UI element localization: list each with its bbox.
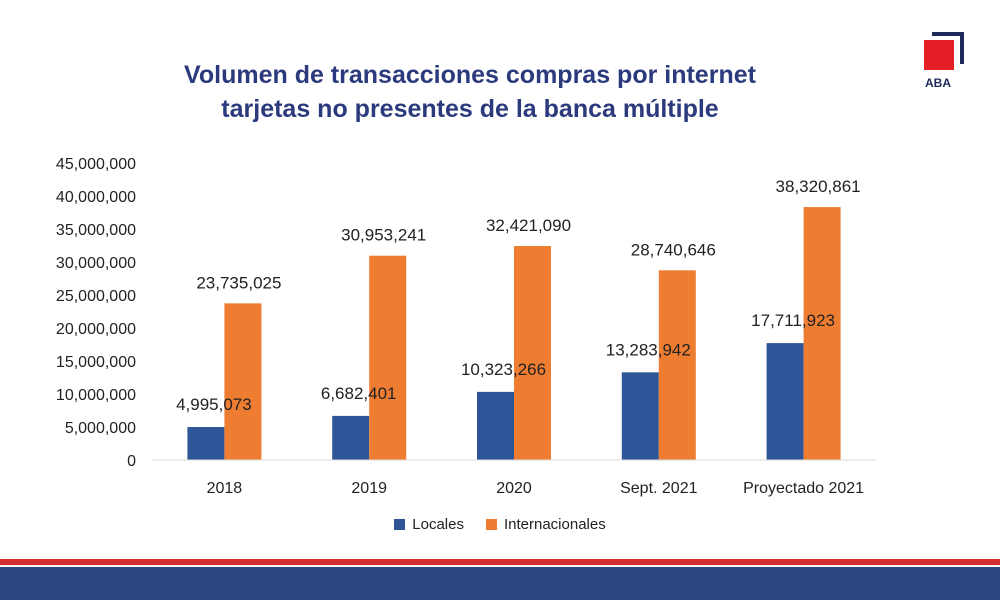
y-tick-label: 35,000,000 bbox=[56, 222, 136, 239]
bar-locales bbox=[332, 415, 370, 460]
x-tick-label: Proyectado 2021 bbox=[743, 480, 864, 497]
bar-internacionales bbox=[369, 255, 407, 460]
legend-swatch-internacionales bbox=[485, 519, 497, 530]
legend-item-internacionales: Internacionales bbox=[485, 516, 606, 533]
chart-title-line-1: Volumen de transacciones compras por int… bbox=[184, 61, 756, 89]
x-tick-label: 2019 bbox=[351, 480, 387, 497]
legend-swatch-locales bbox=[394, 519, 406, 530]
aba-logo-icon bbox=[924, 32, 964, 70]
x-tick-label: 2018 bbox=[207, 480, 243, 497]
data-label-locales: 4,995,073 bbox=[176, 395, 252, 414]
legend-label-internacionales: Internacionales bbox=[503, 516, 606, 533]
data-label-internacionales: 28,740,646 bbox=[631, 240, 716, 259]
bar-locales bbox=[187, 427, 225, 460]
x-tick-label: 2020 bbox=[496, 480, 532, 497]
data-label-internacionales: 38,320,861 bbox=[776, 177, 861, 196]
data-label-internacionales: 23,735,025 bbox=[196, 273, 281, 292]
chart-title-line-2: tarjetas no presentes de la banca múltip… bbox=[221, 95, 719, 123]
x-tick-label: Sept. 2021 bbox=[620, 480, 698, 497]
y-tick-label: 30,000,000 bbox=[56, 255, 136, 272]
y-tick-label: 15,000,000 bbox=[56, 354, 136, 371]
chart-title: Volumen de transacciones compras por int… bbox=[110, 58, 830, 126]
bar-internacionales bbox=[224, 303, 262, 460]
y-tick-label: 20,000,000 bbox=[56, 321, 136, 338]
legend-label-locales: Locales bbox=[412, 516, 464, 533]
data-label-internacionales: 32,421,090 bbox=[486, 216, 571, 235]
data-label-locales: 6,682,401 bbox=[321, 384, 397, 403]
footer-red-stripe bbox=[0, 559, 1000, 565]
bar-locales bbox=[621, 372, 659, 460]
bar-internacionales bbox=[803, 207, 841, 460]
legend-item-locales: Locales bbox=[394, 516, 464, 533]
data-label-locales: 10,323,266 bbox=[461, 360, 546, 379]
y-tick-label: 0 bbox=[127, 453, 136, 470]
bar-internacionales bbox=[658, 270, 696, 460]
data-label-locales: 13,283,942 bbox=[606, 340, 691, 359]
bar-locales bbox=[477, 391, 514, 460]
y-tick-label: 10,000,000 bbox=[56, 387, 136, 404]
footer-blue-band bbox=[0, 567, 1000, 600]
bar-locales bbox=[766, 343, 804, 460]
data-label-internacionales: 30,953,241 bbox=[341, 226, 426, 245]
logo-text: ABA bbox=[925, 76, 951, 90]
y-tick-label: 45,000,000 bbox=[56, 156, 136, 173]
bar-internacionales bbox=[514, 246, 551, 460]
y-tick-label: 25,000,000 bbox=[56, 288, 136, 305]
y-tick-label: 5,000,000 bbox=[65, 420, 136, 437]
chart-legend: Locales Internacionales bbox=[0, 516, 1000, 533]
data-label-locales: 17,711,923 bbox=[751, 311, 835, 330]
y-tick-label: 40,000,000 bbox=[56, 189, 136, 206]
